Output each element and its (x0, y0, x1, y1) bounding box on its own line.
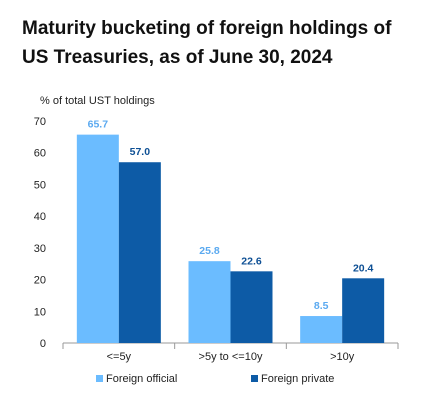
data-label: 20.4 (353, 262, 374, 274)
bar-foreign-private (118, 162, 161, 343)
chart-title: Maturity bucketing of foreign holdings o… (22, 14, 417, 72)
bar-foreign-official (300, 316, 343, 343)
bar-foreign-official (76, 134, 119, 343)
legend-swatch (251, 375, 258, 382)
bar-foreign-private (230, 271, 273, 343)
legend-label: Foreign official (106, 373, 177, 385)
bar-foreign-private (342, 278, 385, 343)
data-label: 22.6 (241, 255, 262, 267)
legend-label: Foreign private (261, 373, 334, 385)
y-tick-label: 60 (34, 148, 46, 160)
y-tick-label: 20 (34, 275, 46, 287)
bar-foreign-official (188, 261, 231, 343)
data-label: 65.7 (88, 119, 109, 131)
y-tick-label: 30 (34, 243, 46, 255)
y-tick-label: 0 (40, 338, 46, 350)
x-tick-label: >5y to <=10y (199, 351, 263, 363)
y-tick-label: 70 (34, 116, 46, 128)
legend-swatch (96, 375, 103, 382)
x-tick-label: >10y (330, 351, 355, 363)
chart-title-line-1: Maturity bucketing of foreign holdings o… (22, 18, 392, 39)
x-tick-label: <=5y (107, 351, 132, 363)
data-label: 57.0 (130, 146, 151, 158)
data-label: 25.8 (199, 245, 220, 257)
chart-title-line-2: US Treasuries, as of June 30, 2024 (22, 47, 333, 68)
y-tick-label: 50 (34, 179, 46, 191)
y-tick-label: 40 (34, 211, 46, 223)
y-axis-label: % of total UST holdings (40, 95, 155, 107)
data-label: 8.5 (314, 300, 329, 312)
y-tick-label: 10 (34, 306, 46, 318)
